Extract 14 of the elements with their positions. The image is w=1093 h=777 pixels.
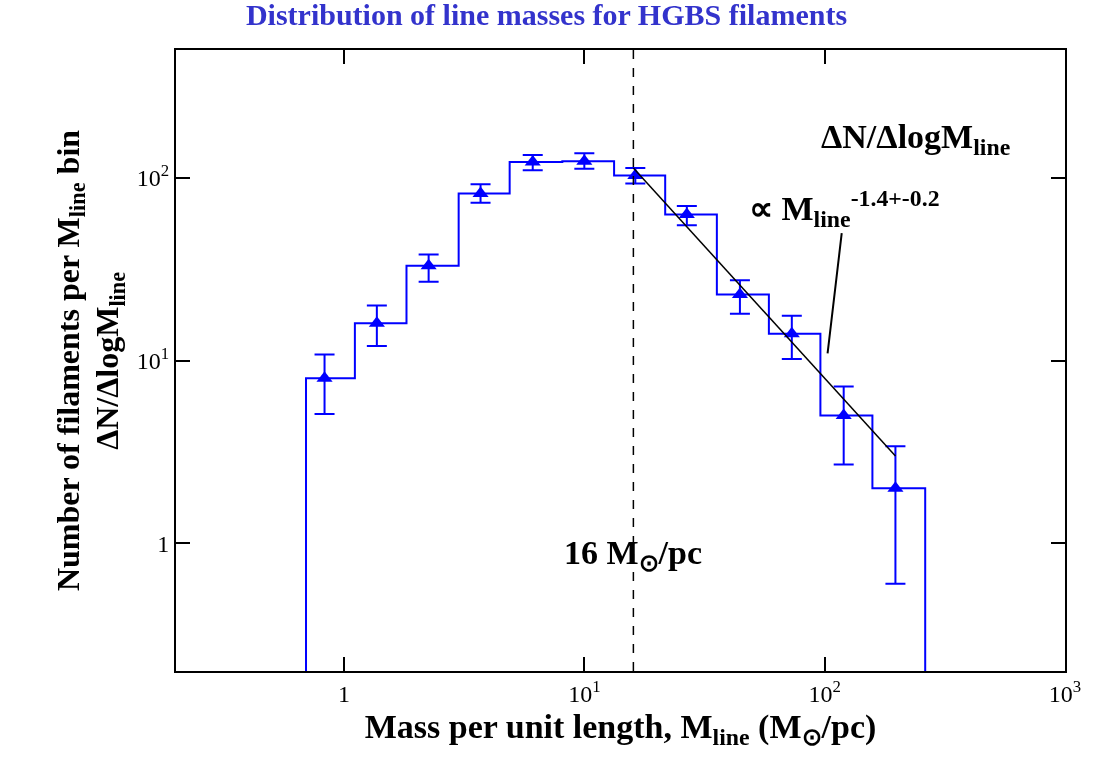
x-tick-label: 1 bbox=[337, 680, 350, 707]
x-tick-label: 10$^{3}$ bbox=[1048, 676, 1082, 707]
x-tick-label: 10$^{2}$ bbox=[808, 676, 841, 707]
ref-line-label: 16 M$_{⊙}$/pc bbox=[564, 534, 703, 577]
point bbox=[420, 258, 437, 270]
annotation: ΔN/ΔlogM$_{line}$ bbox=[821, 118, 1011, 161]
y-tick-label: 1 bbox=[157, 530, 170, 557]
y-tick-label: 10$^{2}$ bbox=[136, 161, 170, 192]
x-tick-label: 10$^{1}$ bbox=[568, 676, 601, 707]
point bbox=[524, 154, 541, 166]
chart-title: Distribution of line masses for HGBS filaments bbox=[245, 0, 848, 31]
point bbox=[835, 408, 852, 420]
y-tick-label: 10$^{1}$ bbox=[136, 343, 170, 374]
x-axis-title: Mass per unit length, M$_{line}$ (M$_{⊙}$/pc) bbox=[364, 707, 877, 750]
